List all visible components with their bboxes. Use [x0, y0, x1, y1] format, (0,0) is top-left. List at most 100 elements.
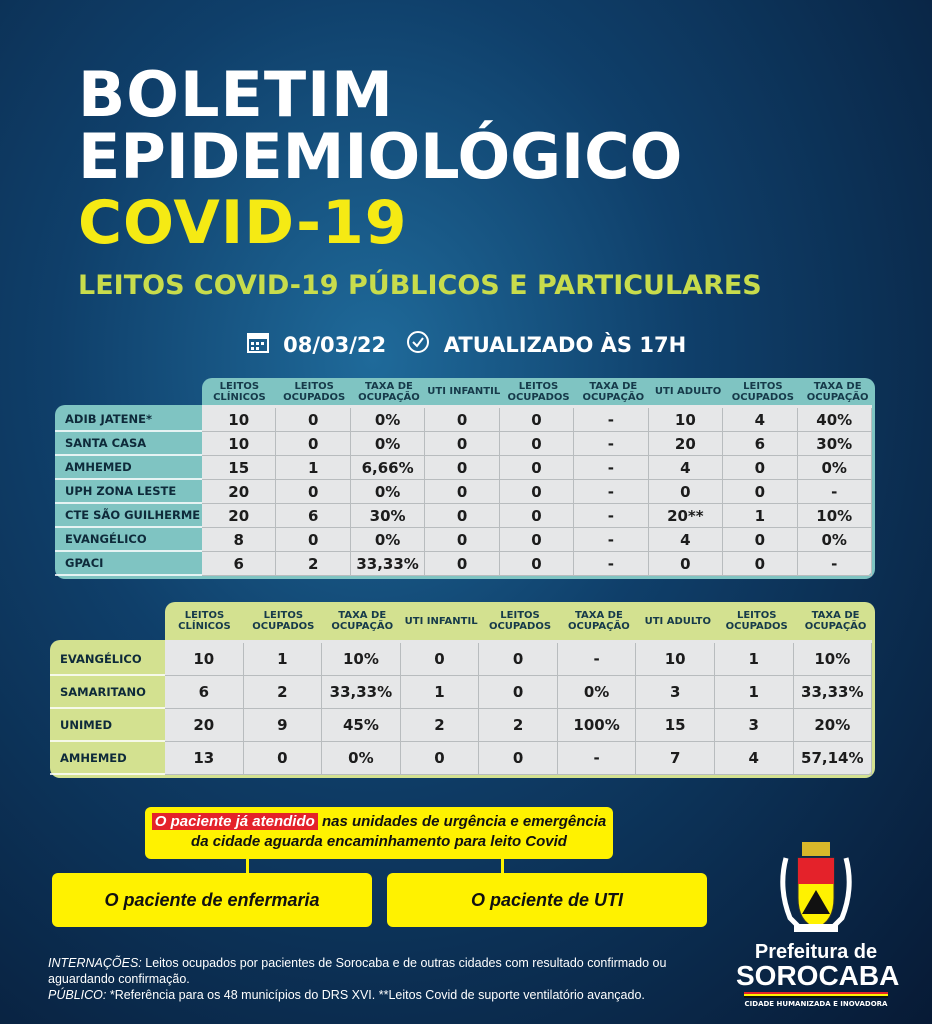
column-header: TAXA DE OCUPAÇÃO	[358, 380, 420, 403]
table-cell: 100%	[558, 709, 637, 741]
table-cell: 0	[244, 742, 323, 774]
table-cell: 0%	[558, 676, 637, 708]
table-row: 20 6 30% 0 0-20** 1 10%	[202, 504, 872, 528]
table-cell: 2	[244, 676, 323, 708]
column-header: UTI ADULTO	[644, 615, 711, 627]
logo-line-2: SOROCABA	[736, 960, 900, 991]
table-cell: -	[574, 408, 649, 431]
table-cell: 0%	[351, 408, 426, 431]
footer-label-2: PÚBLICO:	[48, 988, 107, 1002]
subtitle: LEITOS COVID-19 PÚBLICOS E PARTICULARES	[78, 270, 762, 301]
column-header: UTI INFANTIL	[427, 386, 501, 397]
row-label: AMHEMED	[50, 742, 165, 775]
column-header: TAXA DE OCUPAÇÃO	[568, 610, 630, 632]
table-cell: 20	[649, 432, 724, 455]
row-labels: EVANGÉLICO SAMARITANO UNIMED AMHEMED	[50, 640, 165, 778]
flow-left-box: O paciente de enfermaria	[52, 873, 372, 927]
updated-time: ATUALIZADO ÀS 17H	[443, 332, 687, 357]
row-label: UNIMED	[50, 709, 165, 742]
table-cell: 33,33%	[794, 676, 873, 708]
table-cell: 0	[500, 408, 575, 431]
table-cell: 0	[479, 676, 558, 708]
column-header: LEITOS OCUPADOS	[725, 610, 788, 632]
date: 08/03/22	[283, 332, 387, 357]
table-cell: 6	[276, 504, 351, 527]
table-row: 20 0 0% 0 0-0 0-	[202, 480, 872, 504]
table-cell: 1	[715, 676, 794, 708]
table-cell: 0%	[798, 528, 872, 551]
table-cell: 30%	[351, 504, 426, 527]
table-cell: 3	[715, 709, 794, 741]
table-cell: 4	[649, 456, 724, 479]
row-label: SANTA CASA	[55, 432, 202, 456]
table-cell: 0	[723, 552, 798, 575]
table-cell: 10%	[322, 643, 401, 675]
table-body: 10 0 0% 0 0-10 4 40% 10 0 0% 0 0-20 6 30% 15 1 6,66% 0 0-4…	[202, 405, 875, 579]
table-cell: 0	[723, 528, 798, 551]
row-label: SAMARITANO	[50, 676, 165, 709]
title-line-1: BOLETIM	[78, 58, 394, 131]
table-cell: 0	[425, 432, 500, 455]
table-cell: 0	[401, 643, 480, 675]
table-cell: 0	[500, 432, 575, 455]
column-header: TAXA DE OCUPAÇÃO	[331, 610, 394, 632]
table-body: 10 1 10% 0 0-10 1 10% 6 2 33,33% 1 0 0% 3 1 33,33% 20 9 45…	[165, 640, 875, 778]
column-header: TAXA DE OCUPAÇÃO	[806, 380, 869, 403]
table-cell: 40%	[798, 408, 872, 431]
table-cell: 57,14%	[794, 742, 873, 774]
table-cell: 0	[500, 504, 575, 527]
table-cell: 6	[202, 552, 277, 575]
table-cell: 1	[715, 643, 794, 675]
row-label: UPH ZONA LESTE	[55, 480, 202, 504]
coat-of-arms-icon	[780, 842, 852, 932]
table-cell: 20%	[794, 709, 873, 741]
table-cell: 4	[723, 408, 798, 431]
table-cell: 0	[479, 643, 558, 675]
column-header: UTI ADULTO	[654, 386, 722, 397]
logo-tagline: CIDADE HUMANIZADA E INOVADORA	[744, 1000, 888, 1008]
table-cell: 33,33%	[351, 552, 426, 575]
table-cell: 0	[425, 552, 500, 575]
calendar-icon	[246, 330, 270, 359]
flow-text-1: nas unidades de urgência e emergência	[321, 813, 607, 830]
table-cell: 20	[165, 709, 244, 741]
table-cell: 0	[276, 528, 351, 551]
table-cell: 0	[500, 552, 575, 575]
column-header: LEITOS OCUPADOS	[283, 380, 346, 403]
flow-text-2: da cidade aguarda encaminhamento para le…	[191, 833, 567, 850]
table-cell: 9	[244, 709, 323, 741]
table-cell: 6	[723, 432, 798, 455]
table-cell: 10	[636, 643, 715, 675]
table-cell: 0	[425, 504, 500, 527]
table-cell: 0	[425, 456, 500, 479]
column-header: LEITOS OCUPADOS	[507, 380, 570, 403]
table-cell: 2	[276, 552, 351, 575]
flow-top-box: O paciente já atendido nas unidades de u…	[145, 807, 613, 859]
table-cell: -	[558, 643, 637, 675]
table-cell: 0	[425, 480, 500, 503]
row-label: ADIB JATENE*	[55, 408, 202, 432]
table-row: 15 1 6,66% 0 0-4 0 0%	[202, 456, 872, 480]
table-cell: -	[574, 456, 649, 479]
table-cell: 0%	[322, 742, 401, 774]
table-cell: 33,33%	[322, 676, 401, 708]
table-cell: 10%	[798, 504, 872, 527]
table-cell: 0	[425, 528, 500, 551]
table-cell: 0	[500, 480, 575, 503]
table-cell: 0	[723, 480, 798, 503]
table-cell: 15	[636, 709, 715, 741]
table-cell: 0	[649, 552, 724, 575]
table-cell: 0	[276, 408, 351, 431]
clock-icon	[406, 330, 430, 359]
table-cell: 6	[165, 676, 244, 708]
footer-notes: INTERNAÇÕES: Leitos ocupados por pacient…	[48, 955, 728, 1003]
table-row: 10 0 0% 0 0-20 6 30%	[202, 432, 872, 456]
table-cell: 0	[500, 456, 575, 479]
title-line-2: EPIDEMIOLÓGICO	[78, 120, 683, 193]
table-cell: 3	[636, 676, 715, 708]
table-row: 6 2 33,33% 1 0 0% 3 1 33,33%	[165, 676, 873, 709]
footer-text-1: Leitos ocupados por pacientes de Sorocab…	[48, 956, 667, 986]
table-cell: 0%	[351, 528, 426, 551]
row-label: EVANGÉLICO	[55, 528, 202, 552]
table-cell: 8	[202, 528, 277, 551]
